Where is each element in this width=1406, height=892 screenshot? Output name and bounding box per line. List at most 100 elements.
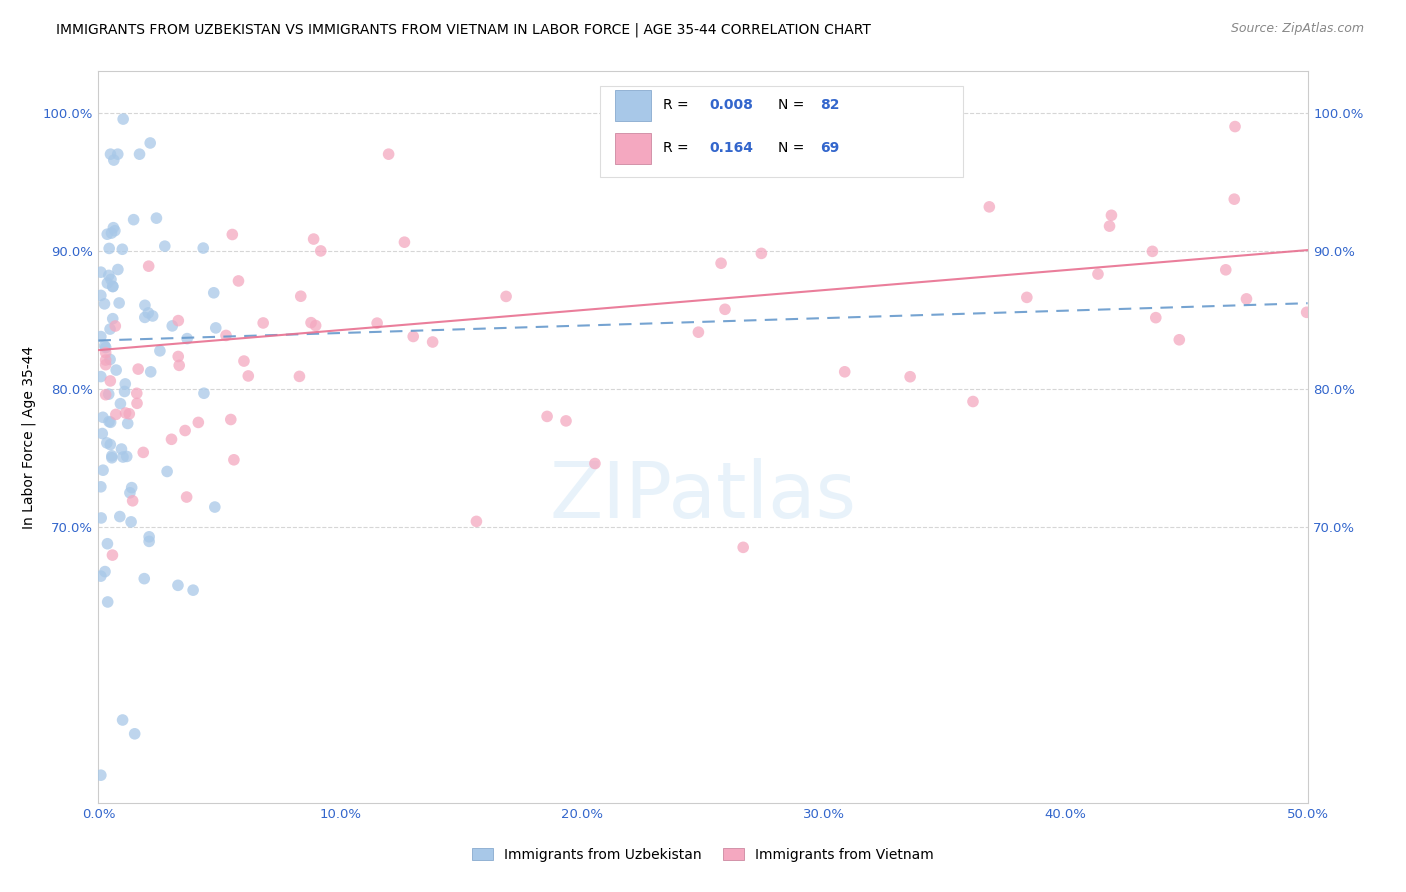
Point: [160, 432, 183, 446]
Point: [174, 424, 197, 438]
Text: R =: R =: [664, 141, 693, 155]
Point: [110, 397, 132, 411]
Point: [90, 369, 112, 384]
Point: [98, 242, 121, 256]
Point: [238, 368, 260, 383]
Point: [108, 296, 131, 310]
Point: [138, 534, 160, 549]
Point: [181, 583, 204, 598]
Point: [96, 276, 118, 290]
Point: [167, 313, 190, 327]
Point: [107, 262, 129, 277]
Point: [1142, 244, 1164, 259]
Point: [228, 274, 250, 288]
Point: [90, 511, 112, 525]
Point: [101, 279, 124, 293]
Point: [114, 384, 136, 399]
Point: [121, 493, 143, 508]
Text: IMMIGRANTS FROM UZBEKISTAN VS IMMIGRANTS FROM VIETNAM IN LABOR FORCE | AGE 35-44: IMMIGRANTS FROM UZBEKISTAN VS IMMIGRANTS…: [56, 22, 872, 37]
Point: [1098, 219, 1121, 234]
Point: [97, 595, 120, 609]
Text: 0.164: 0.164: [709, 141, 754, 155]
Point: [90, 569, 112, 583]
Point: [108, 509, 131, 524]
Text: Source: ZipAtlas.com: Source: ZipAtlas.com: [1230, 22, 1364, 36]
Text: N =: N =: [778, 98, 808, 112]
Point: [714, 302, 737, 317]
Text: 69: 69: [820, 141, 839, 155]
Point: [422, 334, 444, 349]
Point: [98, 374, 121, 388]
Point: [98, 415, 121, 429]
Point: [145, 211, 167, 226]
Point: [103, 153, 125, 167]
Point: [91, 463, 114, 477]
Point: [139, 365, 162, 379]
Point: [979, 200, 1001, 214]
Point: [219, 412, 242, 426]
Point: [118, 485, 141, 500]
Point: [101, 449, 124, 463]
Point: [193, 241, 215, 255]
Point: [167, 578, 190, 592]
Point: [167, 350, 190, 364]
Point: [1295, 305, 1317, 319]
Point: [176, 332, 198, 346]
Point: [176, 490, 198, 504]
Point: [101, 279, 124, 293]
Point: [94, 353, 117, 368]
Point: [120, 515, 142, 529]
Point: [149, 343, 172, 358]
Point: [100, 272, 122, 286]
Point: [94, 358, 117, 372]
Point: [94, 565, 117, 579]
Point: [1144, 310, 1167, 325]
Point: [898, 369, 921, 384]
Point: [299, 316, 322, 330]
Point: [125, 396, 148, 410]
Point: [204, 500, 226, 514]
Point: [1087, 267, 1109, 281]
Point: [124, 727, 146, 741]
Point: [377, 147, 399, 161]
Point: [111, 713, 134, 727]
Point: [127, 362, 149, 376]
Legend: Immigrants from Uzbekistan, Immigrants from Vietnam: Immigrants from Uzbekistan, Immigrants f…: [472, 847, 934, 862]
Point: [122, 212, 145, 227]
Point: [187, 416, 209, 430]
Point: [107, 147, 129, 161]
Point: [302, 232, 325, 246]
Point: [309, 244, 332, 258]
Point: [962, 394, 984, 409]
Point: [93, 339, 115, 353]
Point: [94, 341, 117, 355]
Point: [138, 530, 160, 544]
Text: 0.008: 0.008: [709, 98, 754, 112]
Point: [252, 316, 274, 330]
Point: [1236, 292, 1258, 306]
Point: [167, 359, 190, 373]
Text: R =: R =: [664, 98, 693, 112]
Point: [134, 572, 156, 586]
Point: [100, 226, 122, 240]
Point: [90, 329, 112, 343]
Point: [733, 541, 755, 555]
Point: [96, 537, 118, 551]
Point: [100, 415, 122, 429]
Point: [98, 352, 121, 367]
Point: [90, 768, 112, 782]
Point: [139, 136, 162, 150]
FancyBboxPatch shape: [600, 86, 963, 178]
Point: [162, 318, 184, 333]
Point: [583, 457, 606, 471]
Point: [114, 376, 136, 391]
Text: 82: 82: [820, 98, 839, 112]
Point: [121, 481, 143, 495]
Point: [688, 325, 710, 339]
Point: [668, 120, 690, 134]
Point: [138, 259, 160, 273]
Y-axis label: In Labor Force | Age 35-44: In Labor Force | Age 35-44: [21, 345, 35, 529]
Point: [93, 297, 115, 311]
Text: ZIPatlas: ZIPatlas: [550, 458, 856, 533]
Point: [834, 365, 856, 379]
